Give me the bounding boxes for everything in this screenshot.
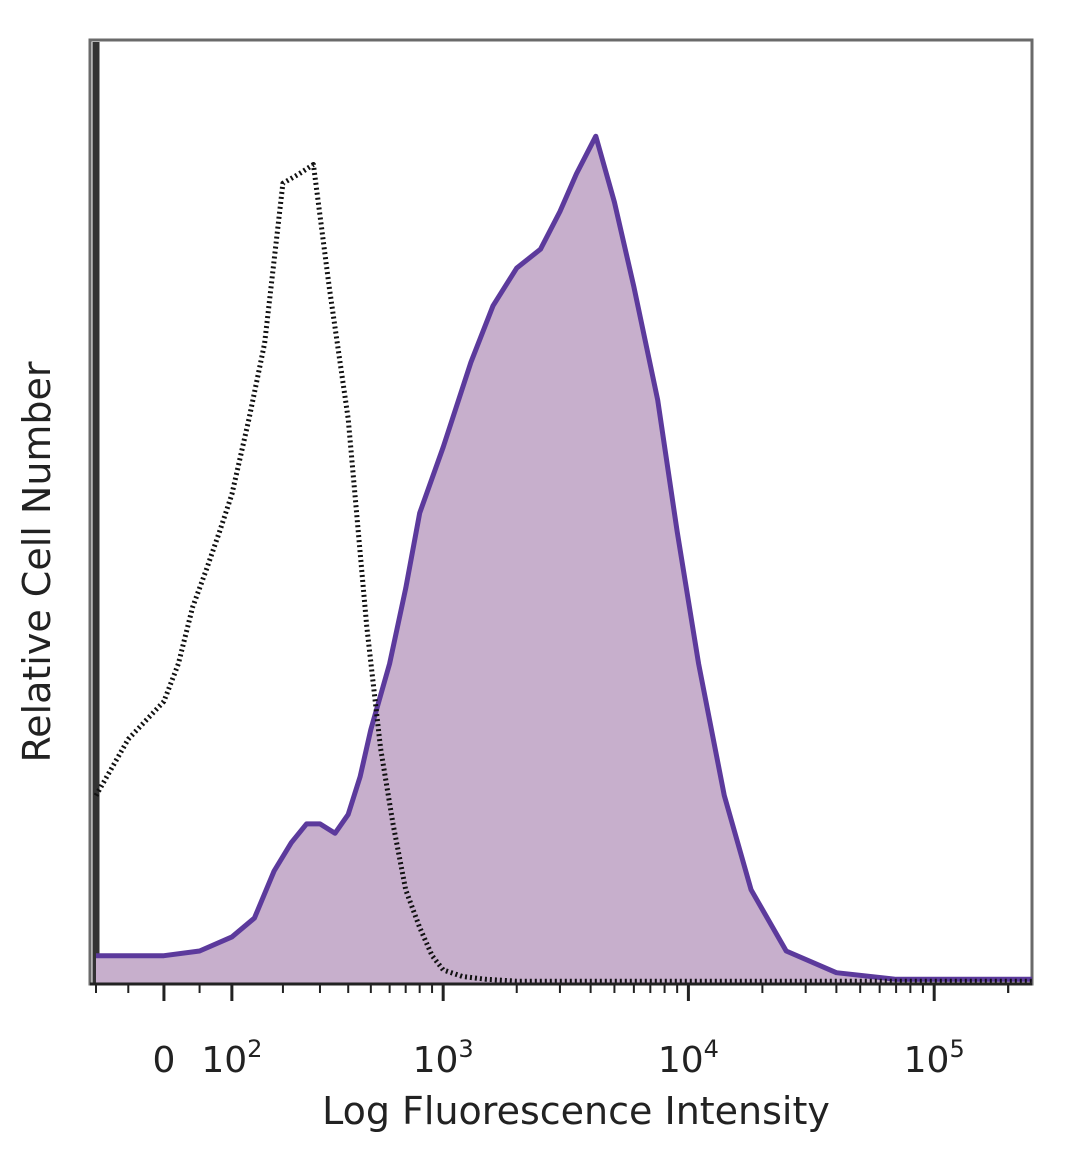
dotted-histogram-line xyxy=(93,162,1032,984)
y-axis-title: Relative Cell Number xyxy=(15,361,59,762)
x-axis-title: Log Fluorescence Intensity xyxy=(322,1089,830,1133)
series-layer xyxy=(93,133,1032,984)
x-tick-label: 105 xyxy=(904,1035,965,1081)
filled-histogram-line xyxy=(96,133,1032,982)
x-tick-label: 0 xyxy=(152,1040,175,1081)
filled-histogram-area xyxy=(96,136,1032,984)
x-tick-label: 103 xyxy=(413,1035,474,1081)
x-tick-label: 104 xyxy=(658,1035,719,1081)
x-ticks: 0 102 103 104 105 xyxy=(95,984,1010,1081)
x-tick-label: 102 xyxy=(201,1035,262,1081)
